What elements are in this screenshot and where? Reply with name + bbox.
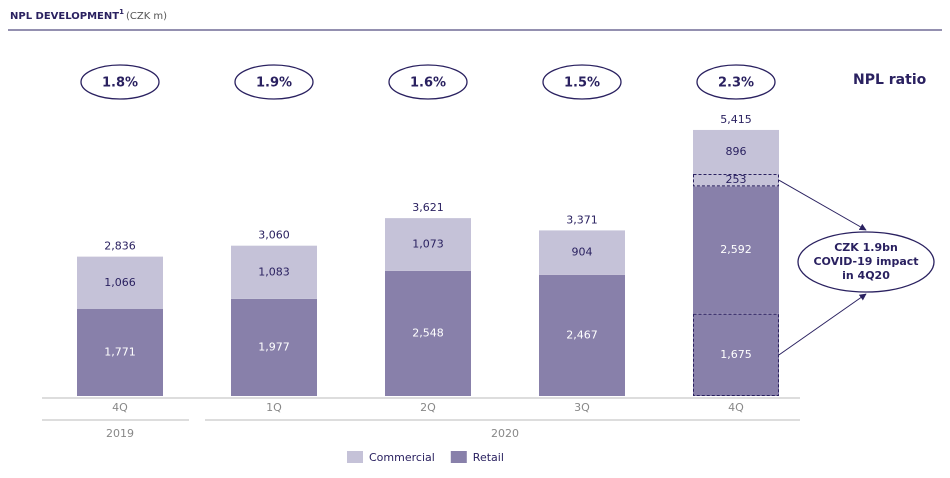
bar-segment [385, 218, 471, 271]
ratio-value: 1.9% [256, 76, 292, 91]
value-label: 2,592 [720, 243, 752, 256]
covid-box [693, 173, 779, 187]
ratio-label: NPL ratio [853, 72, 927, 88]
annotation-text: CZK 1.9bn [834, 241, 898, 254]
bar-segment [77, 309, 163, 396]
year-label: 2020 [491, 427, 519, 440]
ratio-bubble [388, 64, 468, 100]
legend-swatch [450, 451, 467, 463]
value-label: 1,073 [412, 237, 444, 250]
chart-title: NPL DEVELOPMENT1 (CZK m) [10, 8, 167, 22]
value-label: 253 [726, 173, 747, 186]
value-label: 896 [726, 145, 747, 158]
x-tick-label: 1Q [266, 401, 282, 414]
total-label: 5,415 [720, 113, 752, 126]
legend-swatch [347, 451, 363, 463]
covid-box [693, 313, 779, 396]
value-label: 1,083 [258, 265, 290, 278]
value-label: 1,977 [258, 340, 290, 353]
bar-segment [231, 298, 317, 396]
ratio-value: 1.5% [564, 76, 600, 91]
annotation-bubble [797, 231, 935, 293]
x-tick-label: 3Q [574, 401, 590, 414]
bar-segment [539, 274, 625, 396]
value-label: 1,066 [104, 276, 136, 289]
bar-segment [693, 173, 779, 187]
ratio-value: 2.3% [718, 76, 754, 91]
ratio-value: 1.8% [102, 76, 138, 91]
total-label: 2,836 [104, 240, 136, 253]
ratio-value: 1.6% [410, 76, 446, 91]
bar-segment [77, 256, 163, 310]
annotation-text: in 4Q20 [842, 269, 890, 282]
year-label: 2019 [106, 427, 134, 440]
ratio-bubble [234, 64, 314, 100]
annotation-text: COVID-19 impact [813, 255, 918, 268]
bar-segment [693, 129, 779, 174]
value-label: 904 [572, 246, 593, 259]
bar-segment [231, 245, 317, 299]
ratio-bubble [696, 64, 776, 100]
total-label: 3,371 [566, 213, 598, 226]
bar-segment [693, 313, 779, 396]
x-tick-label: 4Q [728, 401, 744, 414]
value-label: 2,467 [566, 328, 598, 341]
annotation-arrow [778, 179, 867, 231]
legend-label: Retail [473, 451, 504, 464]
annotation-arrow [778, 293, 867, 356]
bar-segment [693, 186, 779, 314]
legend-label: Commercial [369, 451, 435, 464]
x-tick-label: 2Q [420, 401, 436, 414]
bar-segment [385, 270, 471, 396]
bar-segment [539, 230, 625, 275]
value-label: 1,771 [104, 346, 136, 359]
ratio-bubble [80, 64, 160, 100]
total-label: 3,060 [258, 229, 290, 242]
value-label: 2,548 [412, 326, 444, 339]
value-label: 1,675 [720, 348, 752, 361]
x-tick-label: 4Q [112, 401, 128, 414]
total-label: 3,621 [412, 201, 444, 214]
ratio-bubble [542, 64, 622, 100]
